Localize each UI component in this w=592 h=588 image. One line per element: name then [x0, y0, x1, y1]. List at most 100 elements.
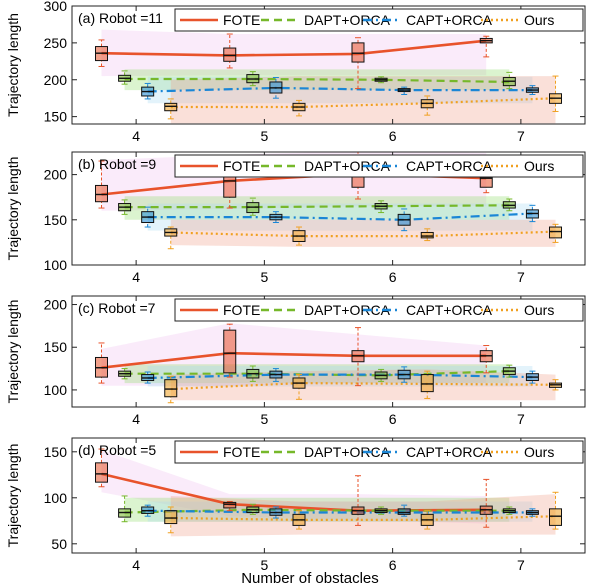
panel-2: 4 5 6 7 100 150 200 Trajectory length (b) Robot …: [5, 151, 586, 285]
legend-label-ours: Ours: [524, 302, 554, 318]
box-body: [420, 231, 434, 239]
box-ours-7: [549, 223, 563, 243]
x-tick-label: 6: [389, 269, 397, 285]
x-tick-label: 6: [389, 557, 397, 573]
y-axis-label: Trajectory length: [5, 300, 21, 404]
box-fote-4: [94, 39, 108, 67]
x-tick-label: 4: [132, 557, 140, 573]
series-line-capt-orca: [147, 212, 533, 221]
panel-title: (c) Robot =7: [78, 300, 156, 316]
band-fote: [101, 450, 487, 524]
box-dapt-orca-4: [118, 495, 132, 523]
panel-title: (b) Robot =9: [78, 156, 156, 172]
legend-label-capt-orca: CAPT+ORCA: [406, 158, 493, 174]
box-dapt-orca-6: [374, 200, 388, 214]
box-body: [94, 184, 108, 203]
legend: FOTE DAPT+ORCA CAPT+ORCA Ours: [174, 440, 584, 464]
y-tick-label: 150: [44, 339, 68, 355]
box-dapt-orca-4: [118, 368, 132, 380]
band-ours: [170, 219, 556, 247]
y-axis-label: Trajectory length: [5, 13, 21, 117]
box-capt-orca-7: [525, 204, 539, 223]
x-tick-label: 6: [389, 128, 397, 144]
box-dapt-orca-5: [246, 71, 260, 87]
series-line-ours: [170, 515, 556, 522]
band-capt-orca: [147, 203, 533, 231]
legend-label-ours: Ours: [524, 12, 554, 28]
box-ours-7: [549, 379, 563, 391]
panel-4: 4 5 6 7 50 100 150 Trajectory length (d) Robot =…: [5, 437, 586, 573]
x-tick-label: 6: [389, 411, 397, 427]
box-ours-4: [164, 226, 178, 250]
legend: FOTE DAPT+ORCA CAPT+ORCA Ours: [174, 154, 584, 178]
box-dapt-orca-6: [374, 506, 388, 515]
y-tick-label: 250: [44, 35, 68, 51]
legend-label-dapt-orca: DAPT+ORCA: [304, 158, 391, 174]
box-body: [164, 379, 178, 398]
legend-label-dapt-orca: DAPT+ORCA: [304, 12, 391, 28]
legend: FOTE DAPT+ORCA CAPT+ORCA Ours: [174, 8, 584, 32]
box-body: [94, 462, 108, 483]
box-body: [549, 226, 563, 239]
y-tick-label: 150: [44, 109, 68, 125]
box-dapt-orca-5: [246, 503, 260, 515]
box-dapt-orca-4: [118, 70, 132, 85]
y-tick-label: 300: [44, 0, 68, 14]
box-ours-6: [420, 510, 434, 530]
x-tick-label: 7: [517, 128, 525, 144]
series-line-capt-orca: [147, 86, 533, 93]
x-tick-label: 5: [260, 557, 268, 573]
box-capt-orca-5: [269, 506, 283, 519]
y-axis-label: Trajectory length: [5, 444, 21, 548]
legend-label-fote: FOTE: [223, 444, 260, 460]
x-tick-label: 4: [132, 269, 140, 285]
x-tick-label: 5: [260, 269, 268, 285]
series-line-fote: [101, 351, 487, 369]
box-capt-orca-5: [269, 368, 283, 382]
y-tick-label: 100: [44, 257, 68, 273]
y-tick-label: 200: [44, 297, 68, 313]
box-ours-6: [420, 370, 434, 399]
box-body: [351, 42, 365, 63]
box-dapt-orca-5: [246, 197, 260, 216]
band-fote: [101, 29, 487, 77]
box-ours-5: [292, 226, 306, 246]
x-tick-label: 4: [132, 411, 140, 427]
box-fote-6: [351, 475, 365, 526]
box-fote-4: [94, 448, 108, 488]
box-body: [223, 47, 237, 62]
series-line-ours: [170, 230, 556, 238]
legend-label-dapt-orca: DAPT+ORCA: [304, 302, 391, 318]
series-line-capt-orca: [147, 509, 533, 514]
legend-box: [174, 440, 584, 464]
plot-area: [94, 323, 563, 404]
band-dapt-orca: [124, 196, 510, 220]
box-ours-5: [292, 99, 306, 117]
y-tick-label: 50: [51, 536, 67, 552]
y-tick-label: 200: [44, 167, 68, 183]
legend-label-fote: FOTE: [223, 158, 260, 174]
legend: FOTE DAPT+ORCA CAPT+ORCA Ours: [174, 298, 584, 322]
box-capt-orca-5: [269, 77, 283, 99]
box-ours-7: [549, 75, 563, 112]
legend-label-capt-orca: CAPT+ORCA: [406, 12, 493, 28]
panel-3: 4 5 6 7 100 150 200 Trajectory length (c) Robot …: [5, 295, 586, 427]
box-body: [164, 510, 178, 525]
y-tick-label: 200: [44, 72, 68, 88]
series-line-capt-orca: [147, 373, 533, 380]
box-fote-5: [223, 323, 237, 378]
legend-label-fote: FOTE: [223, 12, 260, 28]
box-body: [420, 374, 434, 393]
legend-box: [174, 8, 584, 32]
legend-label-ours: Ours: [524, 444, 554, 460]
box-body: [397, 508, 411, 515]
box-ours-4: [164, 98, 178, 120]
axes-frame: [71, 5, 586, 125]
axes-frame: [71, 295, 586, 408]
box-ours-5: [292, 374, 306, 400]
axes-frame: [71, 151, 586, 266]
axes-frame: [71, 437, 586, 554]
x-tick-label: 7: [517, 269, 525, 285]
box-capt-orca-4: [141, 206, 155, 228]
box-fote-6: [351, 327, 365, 387]
